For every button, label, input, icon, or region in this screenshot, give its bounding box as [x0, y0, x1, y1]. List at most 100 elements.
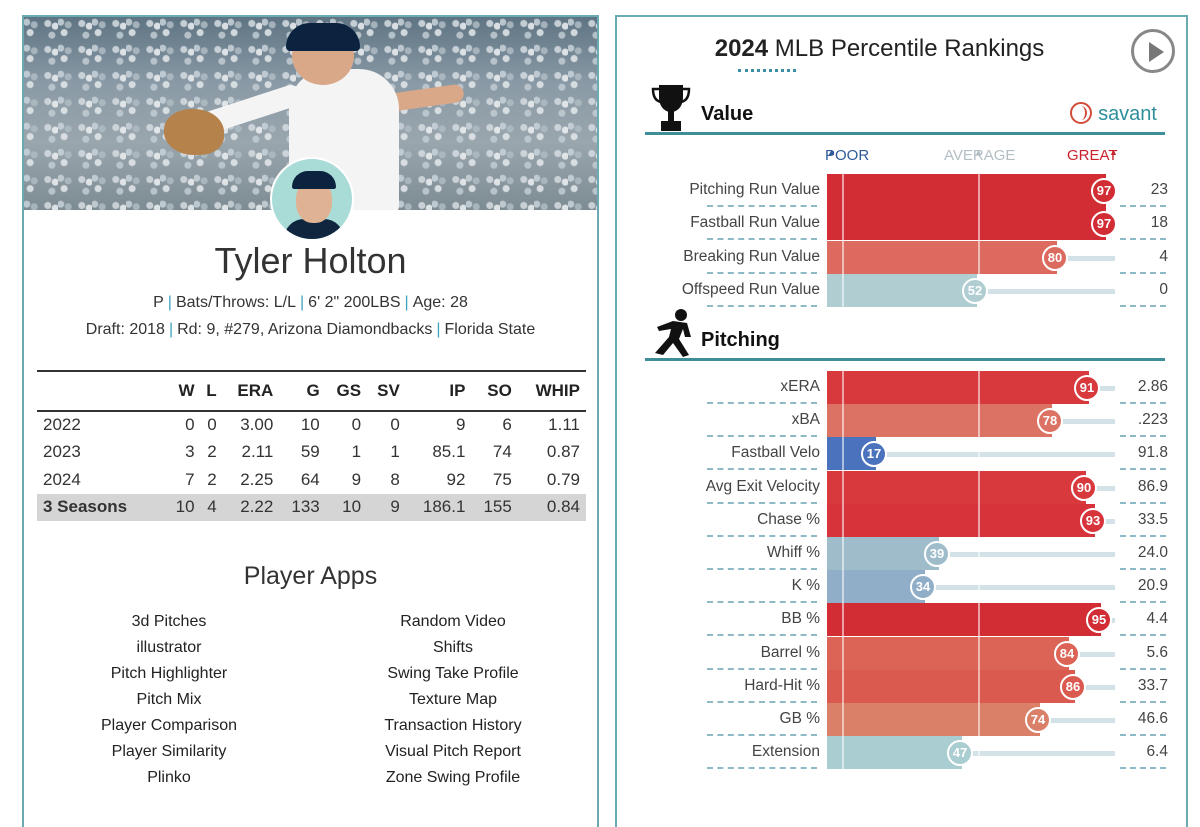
app-link[interactable]: Shifts [432, 639, 473, 656]
row-divider [1120, 700, 1166, 703]
percentile-bubble: 39 [924, 541, 950, 567]
app-link[interactable]: Transaction History [384, 717, 522, 734]
col-header[interactable]: IP [449, 381, 466, 400]
metric-row[interactable]: Pitching Run Value 97 23 [617, 174, 1190, 207]
metric-row[interactable]: Whiff % 39 24.0 [617, 537, 1190, 570]
col-header[interactable]: L [206, 381, 217, 400]
app-link[interactable]: Player Comparison [100, 717, 238, 734]
percentile-track [827, 552, 1115, 557]
row-divider [707, 238, 817, 241]
metric-row[interactable]: Barrel % 84 5.6 [617, 636, 1190, 670]
col-header[interactable]: W [178, 381, 195, 400]
scale-great: GREAT [1067, 147, 1118, 164]
table-cell: 0.84 [517, 493, 586, 521]
app-link[interactable]: Pitch Highlighter [110, 665, 228, 682]
app-link[interactable]: Plinko [147, 769, 191, 786]
rankings-title-text: MLB Percentile Rankings [774, 35, 1045, 62]
metric-row[interactable]: xERA 91 2.86 [617, 371, 1190, 404]
stats-table: W L ERA G GS SV IP SO WHIP 2022 0 0 3.00… [37, 370, 586, 521]
metric-row[interactable]: Avg Exit Velocity 90 86.9 [617, 470, 1190, 504]
baseball-icon [1070, 102, 1093, 124]
grid-line [842, 736, 844, 770]
table-cell: 7 [185, 469, 195, 489]
metric-row[interactable]: Offspeed Run Value 52 0 [617, 274, 1190, 308]
app-link[interactable]: 3d Pitches [131, 613, 207, 630]
app-link[interactable]: Texture Map [408, 691, 498, 708]
metric-label: Offspeed Run Value [681, 281, 820, 299]
metric-row[interactable]: Chase % 93 33.5 [617, 503, 1190, 537]
percentile-bubble: 91 [1074, 375, 1100, 401]
cap-image [286, 23, 360, 51]
grid-line [978, 174, 980, 207]
year-dropdown-indicator [738, 69, 796, 72]
metric-label: Hard-Hit % [744, 676, 820, 694]
metric-value: 86.9 [1137, 477, 1168, 495]
percentile-bubble: 95 [1086, 607, 1112, 634]
metric-row[interactable]: Fastball Run Value 97 18 [617, 207, 1190, 241]
metric-value: 33.7 [1137, 676, 1168, 694]
percentile-track [827, 585, 1115, 591]
metric-value: 0 [1159, 281, 1168, 299]
metric-label: xBA [791, 411, 820, 429]
metric-row[interactable]: BB % 95 4.4 [617, 603, 1190, 637]
row-divider [1120, 468, 1166, 471]
metric-row[interactable]: xBA 78 .223 [617, 404, 1190, 438]
percentile-bar [827, 736, 962, 770]
grid-line [978, 636, 980, 670]
grid-line [978, 503, 980, 537]
college: Florida State [444, 321, 536, 338]
app-link[interactable]: Swing Take Profile [387, 665, 519, 682]
table-cell: 0.87 [546, 442, 580, 462]
row-divider [1120, 305, 1166, 308]
metric-row[interactable]: Breaking Run Value 80 4 [617, 240, 1190, 274]
section-label: Pitching [701, 329, 780, 351]
rankings-year[interactable]: 2024 [714, 35, 769, 62]
percentile-bubble: 34 [910, 574, 936, 601]
col-header[interactable]: GS [336, 381, 362, 400]
percentile-bubble: 97 [1091, 178, 1117, 204]
metric-label: BB % [781, 610, 820, 628]
col-header[interactable]: G [306, 381, 320, 400]
col-header[interactable]: WHIP [535, 381, 580, 400]
metric-row[interactable]: K % 34 20.9 [617, 570, 1190, 604]
percentile-bar [827, 470, 1086, 504]
app-link[interactable]: illustrator [136, 639, 202, 656]
table-cell: 2.11 [241, 442, 274, 462]
metric-row[interactable]: GB % 74 46.6 [617, 703, 1190, 736]
grid-line [842, 636, 844, 670]
table-cell: 2 [207, 442, 217, 462]
row-divider [1120, 601, 1166, 604]
table-cell: 75 [492, 469, 512, 489]
app-link[interactable]: Zone Swing Profile [385, 769, 521, 786]
savant-brand[interactable]: savant [1070, 102, 1157, 126]
metric-label: Extension [751, 743, 820, 761]
metric-value: 91.8 [1137, 444, 1168, 462]
row-divider [1120, 271, 1166, 274]
app-link[interactable]: Visual Pitch Report [385, 743, 521, 760]
metric-row[interactable]: Hard-Hit % 86 33.7 [617, 669, 1190, 703]
table-cell: 2022 [43, 415, 81, 435]
metric-value: 24.0 [1137, 544, 1168, 561]
app-link[interactable]: Pitch Mix [136, 691, 202, 708]
grid-line [978, 537, 980, 570]
percentile-bar [827, 537, 939, 570]
app-link[interactable]: Player Similarity [111, 743, 227, 760]
col-header[interactable]: SO [487, 381, 512, 400]
row-divider [1120, 435, 1166, 438]
table-cell: 10 [300, 415, 320, 435]
table-cell: 2.22 [222, 493, 280, 521]
app-link[interactable]: Random Video [400, 613, 506, 630]
percentile-bubble: 80 [1042, 244, 1068, 271]
savant-label: savant [1098, 103, 1157, 125]
row-divider [1120, 734, 1166, 736]
col-header[interactable]: SV [377, 381, 400, 400]
grid-line [842, 437, 844, 471]
metric-row[interactable]: Extension 47 6.4 [617, 736, 1190, 770]
percentile-bar [827, 669, 1075, 703]
grid-line [842, 669, 844, 703]
play-button[interactable] [1131, 29, 1175, 73]
age-label: Age: [412, 294, 446, 311]
col-header[interactable]: ERA [237, 381, 274, 400]
row-divider [707, 205, 817, 207]
metric-row[interactable]: Fastball Velo 17 91.8 [617, 437, 1190, 471]
